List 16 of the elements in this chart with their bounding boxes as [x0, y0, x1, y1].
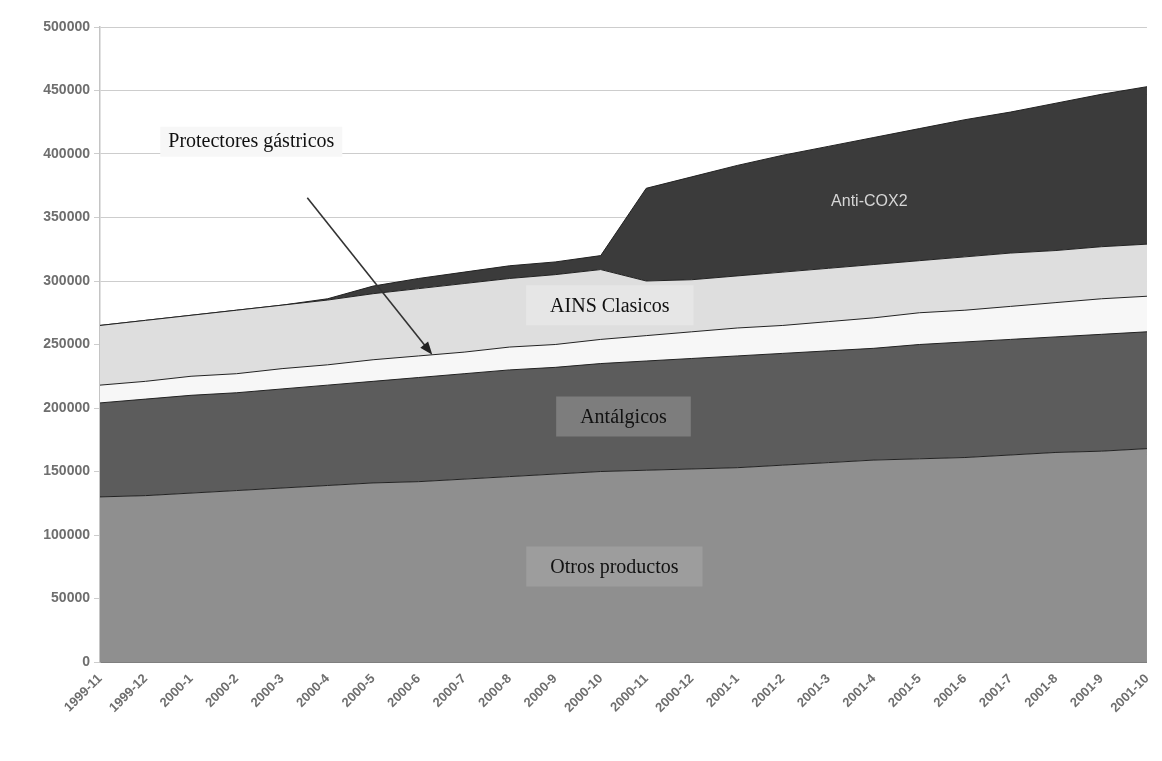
series-label: AINS Clasicos — [550, 293, 670, 316]
y-tick-label: 0 — [82, 652, 91, 669]
y-tick-label: 300000 — [43, 271, 91, 288]
y-tick-label: 50000 — [51, 589, 91, 606]
y-tick-label: 350000 — [43, 208, 91, 225]
y-tick-label: 100000 — [43, 525, 91, 542]
series-label: Otros productos — [550, 554, 679, 578]
y-tick-label: 150000 — [43, 462, 91, 479]
y-tick-label: 200000 — [43, 398, 91, 415]
series-label: Anti-COX2 — [831, 192, 908, 210]
y-tick-label: 250000 — [43, 335, 91, 352]
y-tick-label: 400000 — [43, 144, 91, 161]
y-tick-label: 500000 — [43, 17, 91, 34]
y-tick-label: 450000 — [43, 81, 91, 98]
text: Protectores gástricos — [168, 129, 335, 153]
series-label: Antálgicos — [580, 404, 668, 428]
